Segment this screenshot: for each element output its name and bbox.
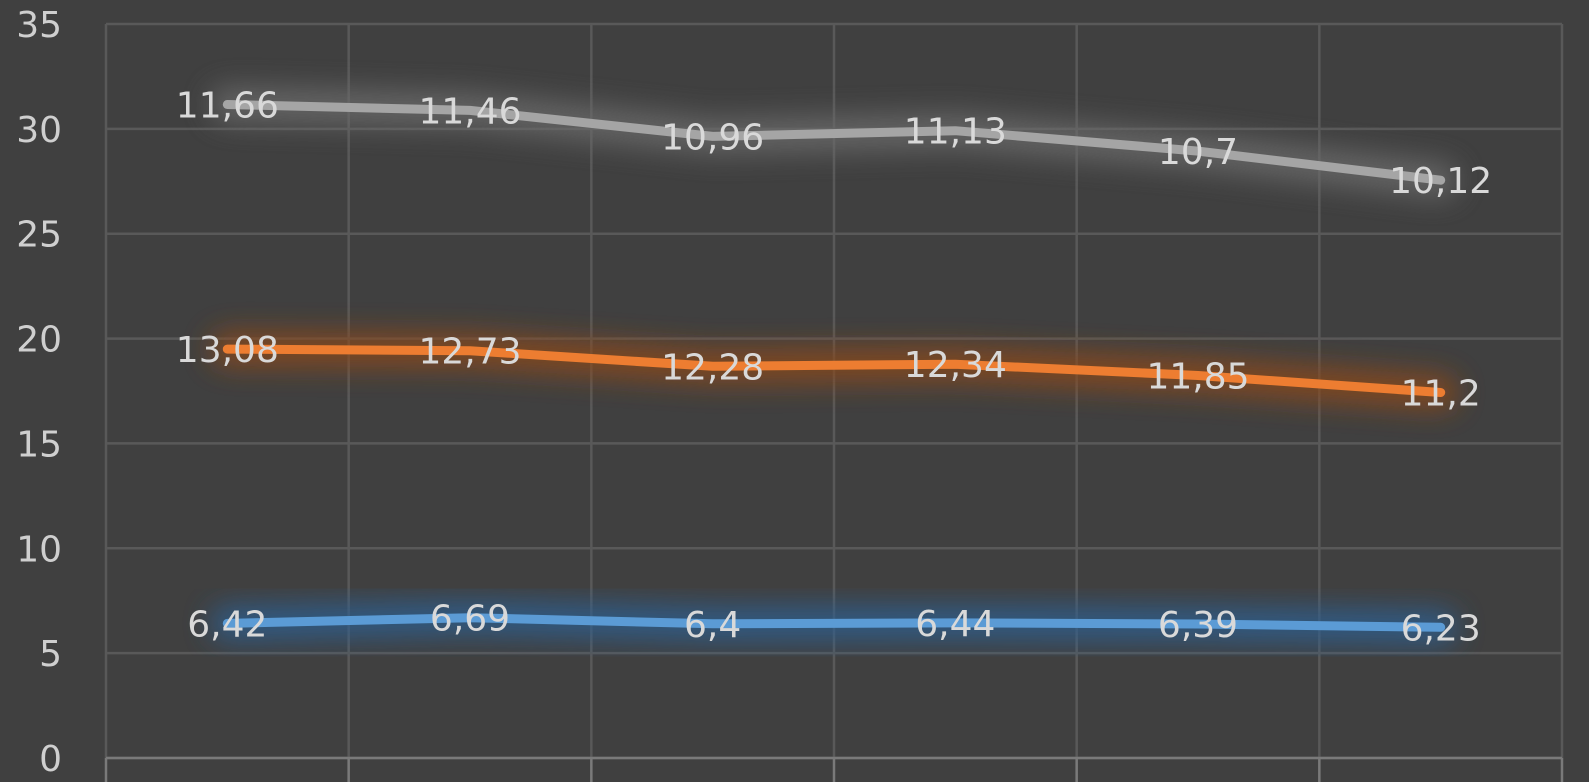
- series-1-line: [222, 613, 1446, 632]
- y-tick-label: 0: [39, 739, 62, 780]
- series-2-line: [222, 344, 1446, 397]
- y-tick-label: 15: [16, 424, 62, 465]
- series-layer: [210, 87, 1458, 645]
- data-labels: 6,42 6,69 6,4 6,44 6,39 6,23 13,08 12,73 12,28 12…: [176, 86, 1492, 650]
- series-1-data-label: 6,44: [915, 604, 995, 645]
- y-tick-label: 10: [16, 529, 62, 570]
- series-2-data-label: 12,73: [418, 332, 521, 373]
- y-tick-label: 25: [16, 215, 62, 256]
- series-3-data-label: 11,66: [176, 86, 279, 127]
- series-2-data-label: 13,08: [176, 330, 279, 371]
- y-tick-label: 20: [16, 320, 62, 361]
- series-2-data-label: 12,34: [904, 345, 1007, 386]
- y-tick-label: 5: [39, 634, 62, 675]
- series-3-data-label: 10,7: [1158, 132, 1238, 173]
- y-axis: 0 5 10 15 20 25 30 35: [16, 5, 62, 780]
- series-3-line: [222, 100, 1446, 185]
- series-1-data-label: 6,69: [430, 599, 510, 640]
- series-3-data-label: 11,46: [418, 91, 521, 132]
- series-2-data-label: 11,85: [1146, 356, 1249, 397]
- series-1-data-label: 6,4: [684, 605, 741, 646]
- series-1-data-label: 6,23: [1401, 608, 1481, 649]
- y-tick-label: 30: [16, 110, 62, 151]
- series-2-data-label: 11,2: [1401, 373, 1481, 414]
- series-3-data-label: 11,13: [904, 112, 1007, 153]
- series-3-data-label: 10,96: [661, 117, 764, 158]
- series-3-data-label: 10,12: [1389, 161, 1492, 202]
- y-tick-label: 35: [16, 5, 62, 46]
- series-2-data-label: 12,28: [661, 347, 764, 388]
- series-1-data-label: 6,39: [1158, 605, 1238, 646]
- series-1-data-label: 6,42: [187, 604, 267, 645]
